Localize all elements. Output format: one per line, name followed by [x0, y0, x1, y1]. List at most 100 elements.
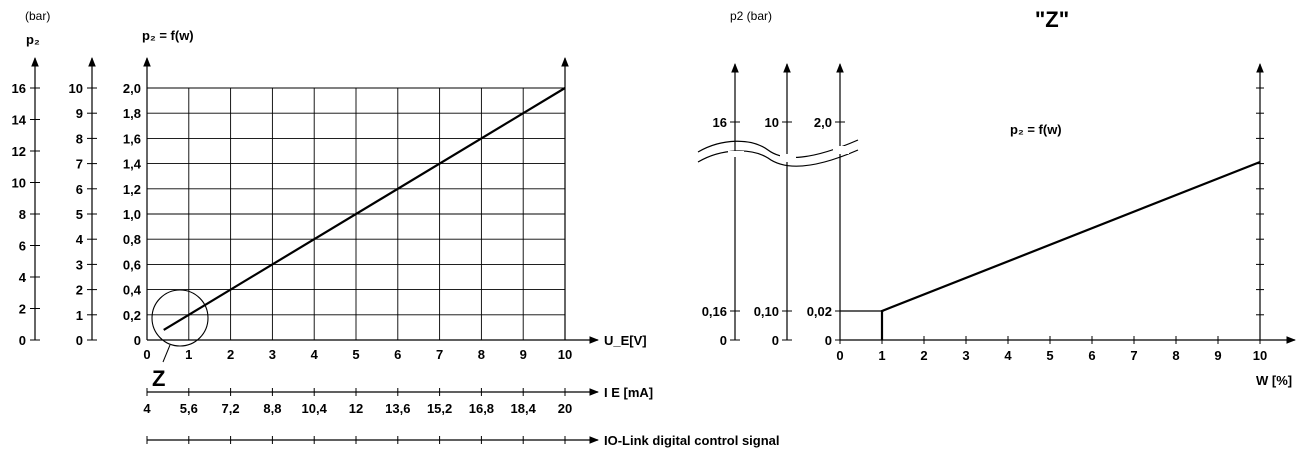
detail-x-tick-label: 9 — [1214, 348, 1221, 363]
main-chart-series-line — [163, 87, 566, 331]
axis-break-lower — [697, 149, 859, 167]
primary-y-tick-label: 0,2 — [123, 308, 141, 323]
detail-x-tick-label: 5 — [1046, 348, 1053, 363]
pressure-bar-tick-label: 12 — [12, 144, 26, 159]
main-chart-title: p₂ = f(w) — [142, 28, 194, 43]
voltage-x-tick-label: 6 — [394, 347, 401, 362]
pressure-bar-tick-label: 8 — [19, 207, 26, 222]
secondary-y-tick-label: 6 — [76, 182, 83, 197]
pressure-bar-axis: (bar) p₂ 0 2 4 6 8 10 12 14 16 — [12, 9, 51, 348]
detail-x-tick-label: 7 — [1130, 348, 1137, 363]
detail-y-tick-label: 0,10 — [754, 304, 779, 319]
current-axis-tick-label: 4 — [143, 401, 151, 416]
pressure-bar-tick-label: 14 — [12, 113, 27, 128]
primary-y-tick-label: 0 — [134, 333, 141, 348]
detail-x-tick-label: 10 — [1253, 348, 1267, 363]
io-link-axis-ticks — [146, 436, 566, 444]
pressure-bar-tick-label: 6 — [19, 239, 26, 254]
current-axis-label: I E [mA] — [604, 385, 653, 400]
detail-x-tick-label: 2 — [920, 348, 927, 363]
detail-chart: "Z" p2 (bar) p₂ = f(w) 00,161600,101000,… — [697, 7, 1296, 388]
voltage-x-tick-label: 8 — [478, 347, 485, 362]
secondary-y-tick-label: 10 — [69, 81, 83, 96]
zoom-circle — [151, 289, 209, 347]
detail-y-tick-label: 0,02 — [807, 304, 832, 319]
axis-break-gap-1 — [728, 151, 744, 157]
detail-x-tick-label: 8 — [1172, 348, 1179, 363]
voltage-x-tick-label: 10 — [558, 347, 572, 362]
axis-break-gap-2 — [780, 154, 796, 162]
current-axis-tick-label: 20 — [558, 401, 572, 416]
voltage-x-tick-label: 4 — [311, 347, 319, 362]
detail-x-tick-label: 0 — [836, 348, 843, 363]
detail-x-tick-label: 3 — [962, 348, 969, 363]
primary-y-tick-label: 0,6 — [123, 257, 141, 272]
detail-y-tick-label: 10 — [765, 115, 779, 130]
pressure-bar-axis-unit: (bar) — [25, 9, 50, 23]
detail-y-tick-label: 16 — [713, 115, 727, 130]
secondary-y-axis: 0 1 2 3 4 5 6 7 8 9 10 — [69, 57, 97, 348]
secondary-y-tick-label: 8 — [76, 131, 83, 146]
current-axis-tick-label: 12 — [349, 401, 363, 416]
detail-x-tick-label: 6 — [1088, 348, 1095, 363]
detail-chart-title: p₂ = f(w) — [1010, 122, 1062, 137]
secondary-y-tick-label: 4 — [76, 232, 84, 247]
secondary-y-ticks: 0 1 2 3 4 5 6 7 8 9 10 — [69, 81, 97, 348]
detail-x-axis-label: W [%] — [1256, 373, 1292, 388]
primary-y-tick-label: 1,4 — [123, 157, 142, 172]
pressure-bar-tick-label: 4 — [19, 270, 27, 285]
detail-x-tick-label: 4 — [1004, 348, 1012, 363]
voltage-x-tick-label: 5 — [352, 347, 359, 362]
secondary-y-tick-label: 5 — [76, 207, 83, 222]
io-link-axis-label: IO-Link digital control signal — [604, 433, 780, 448]
current-axis-ticks: 4 5,6 7,2 8,8 10,4 12 13,6 15,2 16,8 18,4 20 — [143, 388, 572, 416]
detail-y-tick-label: 0 — [825, 333, 832, 348]
current-axis-tick-label: 5,6 — [180, 401, 198, 416]
detail-chart-series-line — [880, 160, 1261, 340]
voltage-x-tick-label: 9 — [520, 347, 527, 362]
secondary-y-tick-label: 1 — [76, 308, 83, 323]
voltage-x-ticks: 0 1 2 3 4 5 6 7 8 9 10 — [143, 347, 572, 362]
detail-y-axis-label: p2 (bar) — [730, 9, 772, 23]
pressure-bar-axis-label: p₂ — [26, 32, 40, 47]
primary-y-tick-label: 1,2 — [123, 182, 141, 197]
zoom-marker-label: Z — [152, 366, 165, 391]
current-axis-tick-label: 16,8 — [469, 401, 494, 416]
secondary-y-tick-label: 0 — [76, 333, 83, 348]
voltage-axis-label: U_E[V] — [604, 333, 647, 348]
detail-y-tick-label: 0 — [720, 333, 727, 348]
primary-y-tick-label: 0,8 — [123, 232, 141, 247]
voltage-x-tick-label: 1 — [185, 347, 192, 362]
pressure-bar-tick-label: 2 — [19, 302, 26, 317]
primary-y-tick-label: 2,0 — [123, 81, 141, 96]
primary-y-tick-label: 0,4 — [123, 283, 142, 298]
secondary-y-tick-label: 7 — [76, 157, 83, 172]
current-axis-tick-label: 15,2 — [427, 401, 452, 416]
detail-y-tick-label: 0 — [772, 333, 779, 348]
zoom-leader-line — [162, 344, 171, 363]
voltage-x-tick-label: 2 — [227, 347, 234, 362]
axis-break-gap-3 — [833, 146, 849, 154]
current-axis-tick-label: 18,4 — [511, 401, 537, 416]
primary-y-tick-label: 1,8 — [123, 106, 141, 121]
detail-y-tick-label: 2,0 — [814, 115, 832, 130]
current-axis-tick-label: 8,8 — [263, 401, 281, 416]
pressure-bar-tick-label: 10 — [12, 176, 26, 191]
detail-x-ticks: 0 1 2 3 4 5 6 7 8 9 10 — [836, 336, 1267, 363]
current-axis-tick-label: 10,4 — [302, 401, 328, 416]
detail-y-tick-label: 0,16 — [702, 304, 727, 319]
detail-x-tick-label: 1 — [878, 348, 885, 363]
primary-y-tick-label: 1,6 — [123, 131, 141, 146]
detail-right-ticks — [1256, 87, 1264, 341]
voltage-x-tick-label: 7 — [436, 347, 443, 362]
axis-break-upper — [697, 139, 859, 159]
primary-y-ticks: 0 0,2 0,4 0,6 0,8 1,0 1,2 1,4 1,6 1,8 2,0 — [123, 81, 142, 348]
current-axis-tick-label: 13,6 — [385, 401, 410, 416]
secondary-y-tick-label: 3 — [76, 257, 83, 272]
current-axis-tick-label: 7,2 — [222, 401, 240, 416]
detail-y-labels: 0 0,16 16 0 0,10 10 0 0,02 2,0 — [702, 115, 845, 348]
main-chart-grid — [147, 87, 566, 340]
pressure-bar-tick-label: 0 — [19, 333, 26, 348]
